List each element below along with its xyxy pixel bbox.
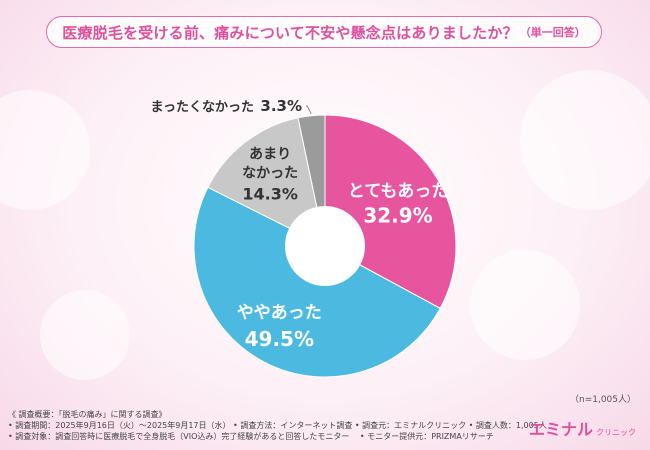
brand-logo: エミナル クリニック <box>529 416 636 440</box>
slice-label-not-worried-at-all: まったくなかった <box>151 100 254 115</box>
slice-label-somewhat-worried: ややあった <box>237 303 322 323</box>
sample-size-note: （n=1,005人） <box>569 395 636 405</box>
pie-slice-not-very-worried <box>207 117 326 247</box>
chart-title: 医療脱毛を受ける前、痛みについて不安や懸念点はありましたか？ <box>62 23 518 42</box>
slice-label-not-very-worried-line1: あまり <box>249 147 291 163</box>
slice-value-not-very-worried: 14.3% <box>242 185 298 204</box>
donut-hole <box>285 206 365 286</box>
bokeh-decoration <box>40 290 130 380</box>
brand-sub: クリニック <box>596 428 636 437</box>
slice-label-not-very-worried-line2: なかった <box>242 166 298 182</box>
footer-line-period: • 調査期間：2025年9月16日（火）～2025年9月17日（水） • 調査方… <box>8 421 547 430</box>
footer-line-overview: 《 調査概要：「脱毛の痛み」に関する調査》 <box>8 410 167 419</box>
slice-value-somewhat-worried: 49.5% <box>245 327 314 351</box>
slice-value-very-worried: 32.9% <box>363 204 432 228</box>
chart-title-suffix: （単一回答） <box>519 26 586 39</box>
leader-line-not-worried-at-all <box>306 105 312 114</box>
bokeh-decoration <box>470 250 580 360</box>
survey-footer: 《 調査概要：「脱毛の痛み」に関する調査》 • 調査期間：2025年9月16日（… <box>8 409 547 442</box>
slice-value-not-worried-at-all: 3.3% <box>260 97 302 115</box>
bokeh-decoration <box>520 70 650 210</box>
chart-title-banner: 医療脱毛を受ける前、痛みについて不安や懸念点はありましたか？ （単一回答） <box>46 16 602 48</box>
brand-name: エミナル <box>528 420 593 439</box>
footer-line-target: • 調査対象：調査回答時に医療脱毛で全身脱毛（VIO込み）完了経験があると回答し… <box>8 432 494 441</box>
slice-label-very-worried: とてもあった <box>348 182 449 202</box>
